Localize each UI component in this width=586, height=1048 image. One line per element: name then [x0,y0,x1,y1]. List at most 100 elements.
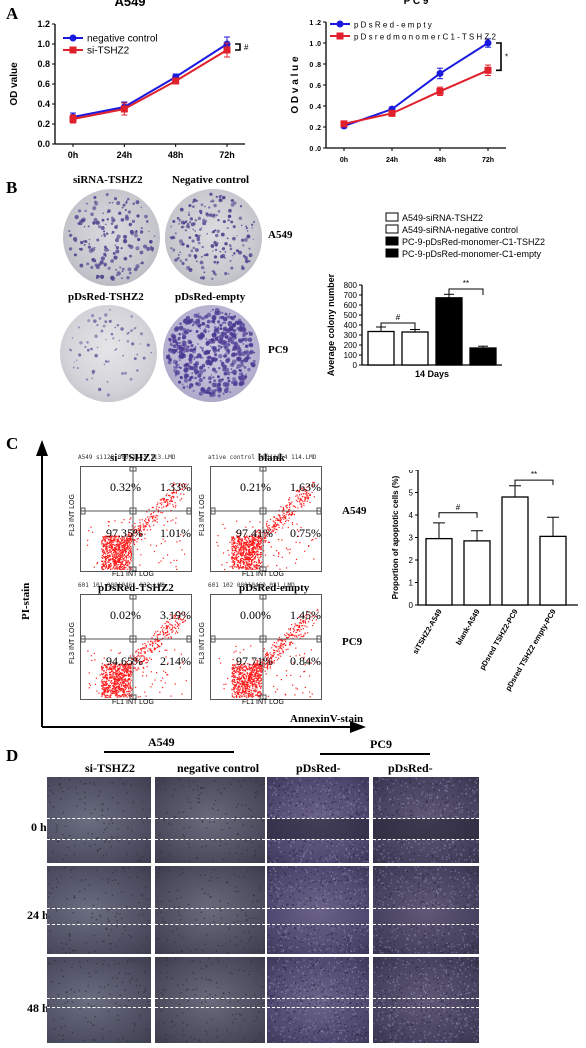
event-dot [238,556,240,558]
event-dot [123,675,126,677]
event-dot [240,672,243,675]
event-dot [117,668,119,670]
event-dot [126,696,128,698]
event-dot [150,515,153,518]
event-dot [135,529,137,531]
event-dot [124,534,126,536]
colony-dot [235,366,238,370]
colony-dot [223,256,226,259]
event-dot [121,694,123,696]
quadrant-percent: 94.65% [106,654,143,668]
colony-dot [178,366,181,369]
event-dot [117,547,119,549]
event-dot [124,550,127,552]
colony-dot [184,258,188,261]
colony-dot [221,339,224,342]
event-dot [120,664,122,666]
event-dot [282,508,285,510]
event-dot [245,676,248,678]
colony-dot [183,378,189,383]
event-dot [117,558,119,560]
event-dot [247,693,249,695]
event-dot [149,643,151,645]
event-dot [244,566,246,569]
cell-speck [142,808,144,810]
event-dot [120,683,122,685]
colony-dot [139,230,144,234]
event-dot [121,568,123,570]
event-dot [103,568,105,571]
event-dot [116,539,118,541]
event-dot [238,674,240,676]
event-dot [123,568,125,570]
event-dot [165,499,167,501]
event-dot [126,537,128,540]
colony-dot [178,332,182,336]
event-dot [128,671,131,673]
colony-dot [192,347,195,349]
event-dot [305,496,307,499]
event-dot [170,695,172,697]
event-dot [241,681,243,683]
event-dot [307,632,309,634]
event-dot [246,558,249,561]
colony-title-3: pDsRed-TSHZ2 [68,291,144,303]
colony-dot [193,357,196,360]
event-dot [248,550,250,552]
event-dot [259,692,261,694]
event-dot [244,565,247,567]
event-dot [119,542,121,544]
colony-dot [115,274,118,277]
event-dot [102,544,104,547]
event-dot [139,535,141,537]
event-dot [278,519,280,522]
event-dot [172,519,174,521]
colony-dot [218,367,221,370]
event-dot [301,620,304,623]
event-dot [137,654,139,656]
event-dot [114,664,116,667]
colony-dot [202,368,207,373]
event-dot [281,647,283,650]
event-dot [161,625,163,627]
colony-dot [134,233,138,238]
event-dot [113,538,115,540]
event-dot [239,538,241,541]
event-dot [287,511,289,513]
colony-dot [213,382,218,388]
event-dot [236,542,238,545]
event-dot [255,686,257,688]
event-dot [134,667,136,669]
event-dot [173,496,175,498]
event-dot [239,669,241,672]
significance-bracket [448,288,484,295]
colony-dot [168,348,172,352]
event-dot [250,674,252,676]
event-dot [161,507,163,509]
colony-dot [211,392,216,397]
event-dot [292,642,294,645]
event-dot [104,563,106,565]
event-dot [164,631,167,634]
event-dot [120,563,123,565]
event-dot [128,688,130,690]
event-dot [118,568,121,570]
event-dot [118,675,120,677]
event-dot [237,537,240,539]
event-dot [113,676,116,678]
event-dot [250,535,252,537]
colony-dot [120,327,124,331]
event-dot [135,651,137,653]
event-dot [125,674,127,676]
colony-dot [111,201,114,204]
colony-dot [106,247,108,250]
event-dot [254,673,256,675]
event-dot [256,671,258,674]
colony-dot [238,327,240,329]
event-dot [113,683,115,685]
significance-bracket [496,42,502,72]
event-dot [105,553,107,555]
event-dot [280,521,282,523]
event-dot [102,674,104,676]
event-dot [117,544,120,546]
